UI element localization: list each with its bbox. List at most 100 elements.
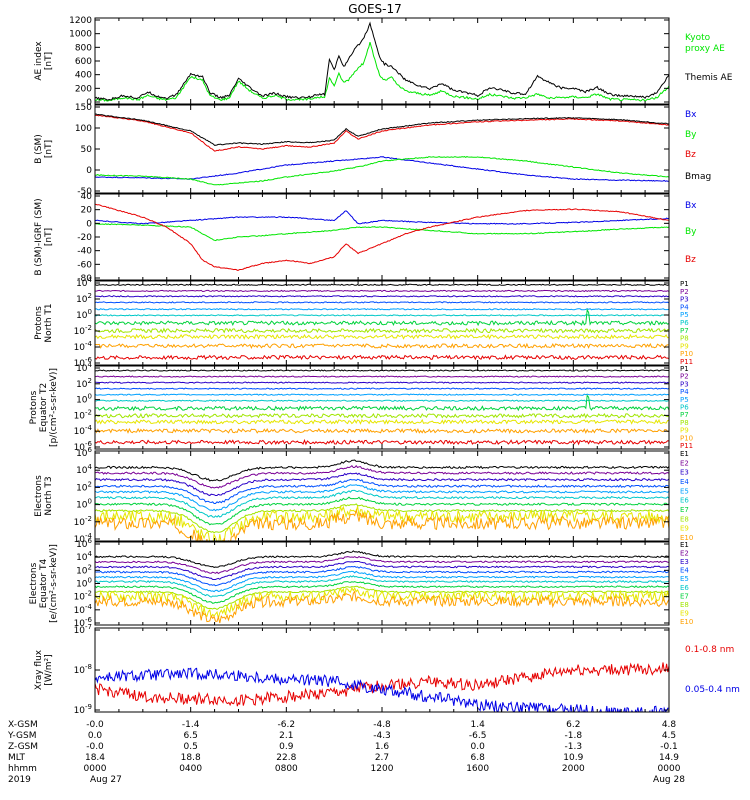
footer-value: -0.0 [86,720,104,730]
channel-line [95,314,669,317]
y-tick-label: 100 [76,308,92,321]
y-axis-label: [e/(cm²-s-sr-keV)] [49,544,59,623]
channel-line [95,342,669,349]
channel-label: E1 [680,450,689,458]
y-axis-label: North T3 [44,476,54,515]
y-axis-label: Protons [29,390,39,424]
y-tick-label: -50 [77,187,92,197]
y-tick-label: 104 [76,550,92,563]
channel-label: P7 [680,327,689,335]
y-tick-label: 1000 [69,30,92,40]
channel-label: P11 [680,358,693,366]
channel-line [95,308,669,327]
footer-value: 0.0 [88,731,103,741]
y-tick-label: 102 [76,563,92,576]
y-tick-label: 100 [75,124,92,134]
panel-frame [94,280,670,366]
legend-label: Bx [685,110,697,120]
channel-line [95,354,669,361]
footer-value: 6.2 [566,720,580,730]
y-tick-label: 50 [81,145,93,155]
footer-value: 4.8 [662,720,677,730]
footer-value: 1.6 [375,742,390,752]
channel-line [95,393,669,396]
legend-label: Bz [685,255,696,265]
channel-line [95,560,669,580]
plot-area [95,662,669,712]
panel-frame [94,627,670,713]
channel-line [95,484,669,512]
channel-label: P9 [680,342,689,350]
y-tick-label: 102 [76,292,92,305]
plot-title: GOES-17 [348,2,402,16]
y-axis-label: [nT] [44,52,54,70]
y-axis-label: [nT] [44,140,54,158]
channel-label: E2 [680,459,689,467]
channel-label: E8 [680,515,689,523]
footer-value: 0000 [658,764,681,774]
channel-label: P7 [680,411,689,419]
footer-value: -6.5 [469,731,487,741]
y-axis-label: B (SM) [34,134,44,164]
y-tick-label: 10-2 [74,515,92,528]
channel-label: P10 [680,350,693,358]
channel-label: E6 [680,584,689,592]
channel-line [95,375,669,378]
channel-label: P6 [680,404,689,412]
footer-value: 0400 [179,764,202,774]
y-tick-label: 10-2 [74,590,92,603]
channel-line [95,472,669,497]
channel-label: E9 [680,609,689,617]
y-axis-label: Xray flux [34,649,44,690]
channel-line [95,489,669,518]
channel-line [95,459,669,482]
y-tick-label: 800 [75,43,92,53]
footer-value: -1.3 [565,742,583,752]
legend-label: Bx [685,201,697,211]
channel-label: P8 [680,419,689,427]
channel-label: E10 [680,618,693,626]
y-tick-label: 150 [75,103,92,113]
plot-area [95,21,669,102]
channel-label: E2 [680,550,689,558]
series-line [95,21,669,101]
footer-value: 1600 [466,764,489,774]
series-line [95,156,669,186]
channel-label: E3 [680,469,689,477]
legend-label: 0.1-0.8 nm [685,645,734,655]
footer-value: -6.2 [278,720,296,730]
y-tick-label: 10-2 [74,408,92,421]
y-axis-label: Equator T4 [39,559,49,609]
y-tick-label: 40 [81,192,93,202]
channel-line [95,590,669,624]
plot-area [95,459,669,541]
y-tick-label: -20 [77,233,92,243]
series-line [95,667,669,712]
footer-value: 14.9 [659,753,679,763]
panel-1: 1200 1000 800 600 400 200 0 AE index [nT] Kyotopr… [34,16,733,108]
panel-frame [94,104,670,194]
y-tick-label: 10-4 [74,603,93,616]
date-end: Aug 28 [653,775,685,785]
series-line [95,41,669,102]
y-tick-label: 10-4 [74,340,93,353]
y-tick-label: 102 [76,480,92,493]
channel-line [95,327,669,334]
channel-line [95,575,669,598]
y-tick-label: 400 [75,71,92,81]
channel-line [95,586,669,619]
channel-line [95,381,669,384]
series-line [95,113,669,146]
footer-row-label: X-GSM [8,720,38,730]
legend-label: proxy AE [685,44,725,54]
y-axis-label: AE index [34,41,44,81]
panel-3: 40 20 0 -20 -40 -60 -80 B (SM)-IGRF (SM) [nT] Bx B… [34,192,697,284]
channel-label: E7 [680,592,689,600]
footer-value: 0.5 [184,742,198,752]
panel-frame [94,193,670,281]
y-axis-label: [nT] [44,228,54,246]
series-line [95,222,669,242]
channel-line [95,565,669,587]
